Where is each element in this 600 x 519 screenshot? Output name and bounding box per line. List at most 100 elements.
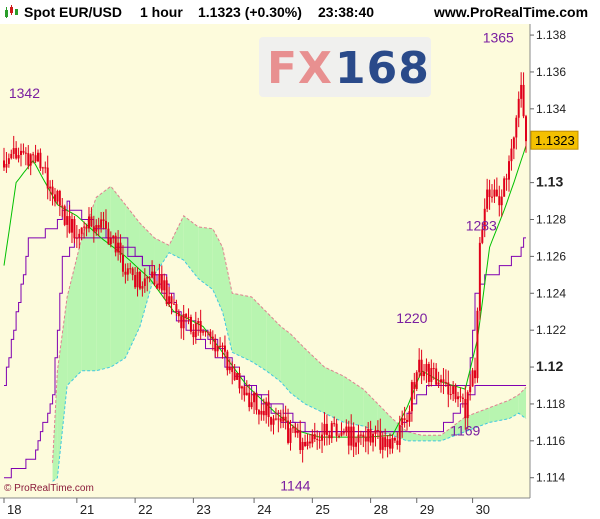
candle-body — [345, 426, 348, 433]
candle — [119, 234, 122, 263]
candle-body — [90, 216, 93, 227]
candle-body — [24, 152, 27, 154]
candle-body — [304, 441, 307, 446]
candle — [68, 205, 71, 234]
candle — [335, 418, 338, 442]
cloud-segment — [290, 333, 306, 404]
candle-body — [175, 304, 178, 312]
candle — [265, 397, 268, 424]
candle-body — [49, 186, 52, 189]
candle — [444, 369, 447, 387]
candle-body — [29, 154, 32, 166]
candle-body — [87, 216, 90, 229]
candle — [381, 431, 384, 459]
senkou-span-a — [52, 185, 527, 463]
candle — [209, 329, 212, 345]
candle — [109, 231, 112, 248]
candle — [391, 434, 394, 454]
cloud-segment — [67, 237, 82, 386]
candle-body — [425, 363, 428, 372]
candle-body — [415, 372, 418, 389]
candle — [104, 209, 107, 230]
candle-body — [270, 417, 273, 425]
candle-body — [44, 167, 47, 169]
candle — [362, 431, 365, 448]
candle — [408, 405, 411, 427]
price-annotation: 1342 — [9, 85, 40, 101]
candle — [350, 414, 353, 451]
cloud-segment — [222, 247, 233, 353]
last-price-change: 1.1323 (+0.30%) — [198, 4, 302, 20]
candle-body — [447, 382, 450, 395]
candle — [231, 361, 234, 385]
candle — [129, 262, 132, 274]
watermark-part1: FX — [267, 43, 333, 94]
x-tick-label: 24 — [257, 502, 271, 517]
candle — [141, 281, 144, 297]
candle — [423, 364, 426, 381]
candle — [330, 420, 333, 443]
y-tick-label: 1.126 — [536, 249, 566, 263]
candle — [63, 204, 66, 227]
x-tick-label: 21 — [80, 502, 94, 517]
candle-body — [199, 321, 202, 333]
candle — [308, 434, 311, 449]
candle-body — [114, 235, 117, 253]
candle — [187, 308, 190, 325]
candle-body — [262, 410, 265, 416]
candle — [379, 418, 382, 454]
candle — [245, 380, 248, 396]
candle-body — [328, 434, 331, 439]
candle-body — [330, 423, 333, 439]
candle — [454, 383, 457, 403]
candle — [512, 136, 515, 160]
candle-body — [398, 425, 401, 445]
candle — [90, 207, 93, 228]
candle-body — [15, 148, 18, 159]
candle-body — [92, 226, 95, 232]
candle-body — [124, 271, 127, 275]
price-annotation: 1144 — [280, 478, 310, 494]
candle-body — [435, 368, 438, 385]
price-annotation: 1220 — [396, 310, 427, 326]
senkou-span-b — [52, 252, 527, 482]
y-axis-ticks: 1.138 1.136 1.134 1.13 1.128 1.126 1.124 1.122 1… — [530, 28, 566, 485]
candle — [415, 370, 418, 392]
candle-body — [464, 398, 467, 419]
candle — [100, 212, 103, 233]
candle — [449, 384, 452, 400]
y-tick-label: 1.138 — [536, 28, 566, 42]
candle — [481, 222, 484, 245]
site-url: www.ProRealTime.com — [434, 4, 589, 20]
candle — [279, 409, 282, 429]
cloud-segment — [377, 403, 393, 436]
candle — [520, 72, 523, 108]
candle — [146, 276, 149, 292]
cloud-segment — [57, 296, 68, 478]
candle — [406, 414, 409, 431]
candle — [7, 153, 10, 168]
candle — [461, 393, 464, 408]
candle — [340, 422, 343, 437]
watermark-part2: 168 — [335, 43, 430, 94]
candle-body — [223, 345, 226, 352]
y-tick-label: 1.128 — [536, 213, 566, 227]
candle — [172, 298, 175, 305]
candle-body — [221, 345, 224, 348]
candle — [447, 370, 450, 408]
candle — [294, 422, 297, 438]
candle — [253, 391, 256, 415]
candle-body — [160, 274, 163, 291]
candle-body — [233, 372, 236, 380]
candle-body — [357, 434, 360, 443]
candle-body — [197, 321, 200, 324]
candle — [126, 263, 129, 281]
candle — [248, 384, 251, 412]
candle-body — [46, 167, 49, 189]
last-price-tag: 1.1323 — [530, 130, 579, 150]
candle — [352, 422, 355, 458]
candle-body — [216, 345, 219, 352]
candle-body — [478, 242, 481, 311]
candle-body — [299, 430, 302, 451]
candle — [19, 143, 22, 167]
